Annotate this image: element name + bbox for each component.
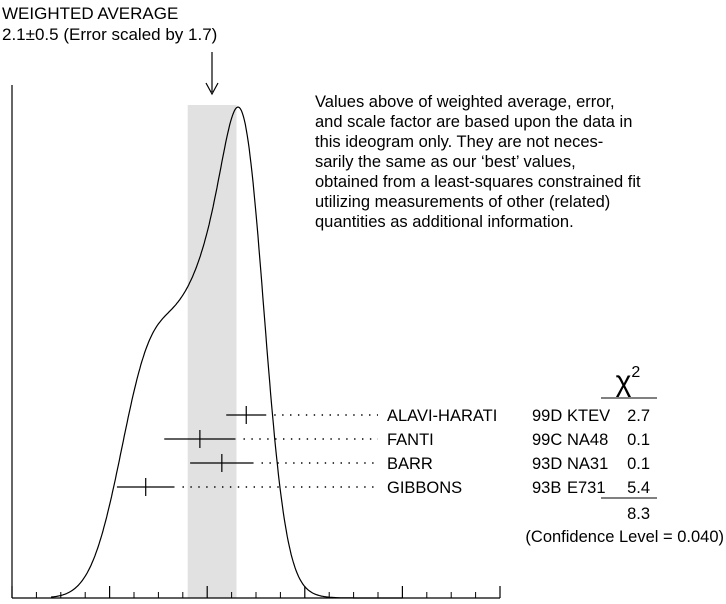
chi2-total: 8.3 xyxy=(627,505,650,523)
weighted-average-band xyxy=(187,105,237,598)
experiment-label: NA31 xyxy=(567,455,608,473)
chi2-exponent: 2 xyxy=(631,364,640,381)
measurement-row: BARR 93D NA31 0.1 xyxy=(190,454,650,473)
confidence-level: (Confidence Level = 0.040) xyxy=(525,528,724,546)
experiment-label: KTEV xyxy=(567,407,610,425)
chi2-value: 2.7 xyxy=(627,407,650,425)
author-label: FANTI xyxy=(387,431,434,449)
experiment-label: E731 xyxy=(567,479,606,497)
experiment-label: NA48 xyxy=(567,431,608,449)
note-line: and scale factor are based upon the data… xyxy=(315,113,632,131)
reference-label: 93D xyxy=(532,455,562,473)
author-label: BARR xyxy=(387,455,433,473)
explanatory-note: Values above of weighted average, error,… xyxy=(315,93,641,231)
measurement-row: ALAVI-HARATI 99D KTEV 2.7 xyxy=(226,406,650,425)
chi2-value: 5.4 xyxy=(627,479,650,497)
reference-label: 99C xyxy=(532,431,562,449)
chi2-value: 0.1 xyxy=(627,455,650,473)
reference-label: 99D xyxy=(532,407,562,425)
note-line: obtained from a least-squares constraine… xyxy=(315,173,641,191)
header-average: 2.1±0.5 (Error scaled by 1.7) xyxy=(2,25,217,44)
note-line: this ideogram only. They are not neces- xyxy=(315,133,603,151)
chi2-header: χ2 xyxy=(616,364,641,398)
author-label: GIBBONS xyxy=(387,479,462,497)
measurement-row: GIBBONS 93B E731 5.4 xyxy=(116,478,650,497)
note-line: sarily the same as our ‘best’ values, xyxy=(315,153,576,171)
note-line: Values above of weighted average, error, xyxy=(315,93,615,111)
average-arrow-head xyxy=(205,82,219,96)
x-axis-ticks: -202468 xyxy=(11,586,501,598)
note-line: utilizing measurements of other (related… xyxy=(315,193,610,211)
note-line: quantities as additional information. xyxy=(315,213,574,231)
measurement-row: FANTI 99C NA48 0.1 xyxy=(164,430,650,449)
reference-label: 93B xyxy=(532,479,561,497)
chi2-value: 0.1 xyxy=(627,431,650,449)
header-title: WEIGHTED AVERAGE xyxy=(2,4,178,23)
author-label: ALAVI-HARATI xyxy=(387,407,497,425)
